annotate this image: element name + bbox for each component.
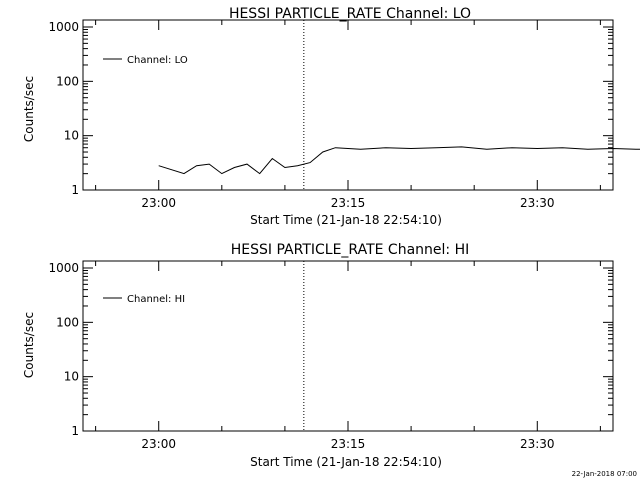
chart-title: HESSI PARTICLE_RATE Channel: HI	[231, 242, 469, 258]
y-tick-label: 10	[64, 129, 79, 143]
x-tick-label: 23:00	[141, 437, 176, 451]
legend: Channel: HI	[103, 294, 185, 305]
y-axis-label: Counts/sec	[22, 312, 36, 378]
legend: Channel: LO	[103, 55, 188, 66]
y-tick-label: 1000	[48, 20, 79, 34]
legend-label: Channel: LO	[127, 55, 188, 66]
chart-panel-lo: HESSI PARTICLE_RATE Channel: LO Counts/s…	[22, 6, 640, 227]
x-tick-label: 23:15	[331, 437, 366, 451]
x-axis-label: Start Time (21-Jan-18 22:54:10)	[250, 213, 442, 227]
legend-label: Channel: HI	[127, 294, 185, 305]
chart-title: HESSI PARTICLE_RATE Channel: LO	[229, 6, 471, 22]
y-tick-label: 100	[56, 74, 79, 88]
y-tick-label: 1	[71, 183, 79, 197]
y-tick-label: 10	[64, 370, 79, 384]
chart-panel-hi: HESSI PARTICLE_RATE Channel: HI Counts/s…	[22, 242, 614, 469]
x-axis-label: Start Time (21-Jan-18 22:54:10)	[250, 455, 442, 469]
y-axis-label: Counts/sec	[22, 76, 36, 142]
x-tick-label: 23:30	[520, 437, 555, 451]
plot-frame	[82, 19, 614, 191]
data-series-line	[158, 146, 640, 175]
y-tick-label: 100	[56, 315, 79, 329]
plot-frame	[82, 260, 614, 432]
x-tick-label: 23:30	[520, 196, 555, 210]
y-tick-label: 1000	[48, 261, 79, 275]
x-tick-label: 23:00	[141, 196, 176, 210]
timestamp: 22-Jan-2018 07:00	[572, 470, 637, 478]
x-tick-label: 23:15	[331, 196, 366, 210]
y-tick-label: 1	[71, 424, 79, 438]
